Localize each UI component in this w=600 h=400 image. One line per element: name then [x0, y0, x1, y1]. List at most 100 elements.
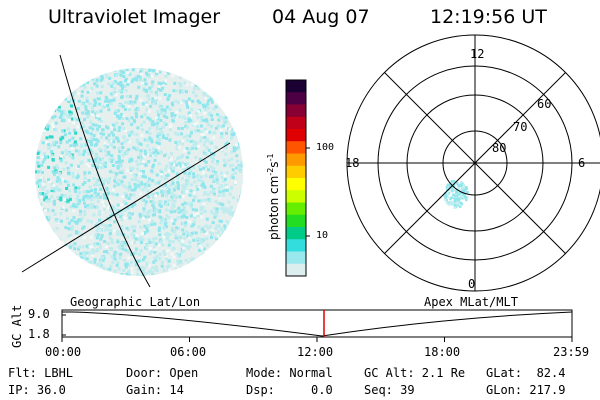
disk-pixel [74, 149, 78, 153]
disk-pixel [147, 183, 151, 187]
disk-pixel [235, 143, 238, 147]
disk-pixel [177, 156, 181, 160]
disk-pixel [92, 243, 96, 247]
color-bar [285, 79, 310, 277]
disk-pixel [240, 191, 243, 195]
disk-pixel [176, 115, 180, 119]
disk-pixel [180, 132, 183, 136]
disk-pixel [225, 131, 228, 135]
disk-pixel [202, 103, 205, 107]
disk-pixel [165, 164, 169, 168]
polar-pixel [445, 199, 448, 202]
disk-pixel [102, 180, 106, 184]
disk-pixel [77, 74, 80, 78]
disk-pixel [88, 164, 92, 168]
disk-pixel [76, 198, 80, 202]
disk-pixel [164, 233, 168, 237]
disk-pixel [186, 162, 190, 166]
disk-pixel [211, 262, 215, 266]
disk-pixel [129, 171, 133, 175]
disk-pixel [227, 237, 230, 241]
disk-pixel [143, 88, 147, 92]
disk-pixel [35, 170, 39, 174]
disk-pixel [40, 130, 44, 134]
disk-pixel [60, 151, 64, 155]
disk-pixel [61, 129, 65, 133]
disk-pixel [207, 95, 210, 99]
disk-pixel [63, 112, 67, 116]
disk-pixel [77, 70, 81, 74]
disk-pixel [197, 77, 201, 80]
polar-pixel [444, 192, 447, 195]
disk-pixel [168, 138, 172, 142]
disk-pixel [183, 186, 187, 190]
disk-pixel [101, 128, 105, 132]
disk-pixel [190, 131, 193, 135]
disk-pixel [108, 158, 112, 161]
disk-pixel [218, 190, 222, 194]
polar-pixel [452, 193, 455, 196]
disk-pixel [242, 110, 243, 113]
disk-pixel [215, 207, 219, 211]
disk-pixel [114, 93, 118, 97]
disk-pixel [161, 184, 165, 188]
disk-pixel [238, 132, 242, 135]
disk-pixel [148, 218, 151, 222]
disk-pixel [186, 202, 190, 206]
disk-pixel [181, 268, 185, 272]
disk-pixel [139, 157, 143, 161]
disk-pixel [241, 143, 243, 147]
disk-pixel [113, 184, 117, 188]
disk-pixel [89, 235, 93, 239]
disk-pixel [238, 69, 242, 73]
disk-pixel [120, 218, 124, 222]
disk-pixel [104, 153, 108, 157]
disk-pixel [44, 87, 48, 91]
disk-pixel [160, 175, 164, 179]
disk-pixel [228, 127, 232, 131]
disk-pixel [113, 128, 117, 132]
disk-pixel [182, 232, 186, 236]
disk-pixel [59, 188, 62, 192]
disk-pixel [220, 275, 224, 276]
disk-pixel [207, 72, 211, 76]
disk-pixel [176, 183, 180, 187]
disk-pixel [171, 103, 175, 107]
disk-pixel [48, 135, 52, 139]
disk-pixel [71, 69, 75, 73]
disk-pixel [226, 112, 230, 116]
disk-pixel [53, 259, 57, 263]
disk-pixel [85, 130, 89, 133]
disk-pixel [187, 119, 191, 123]
disk-pixel [171, 202, 175, 206]
disk-pixel [124, 265, 128, 269]
disk-pixel [207, 155, 211, 159]
disk-pixel [51, 122, 54, 126]
disk-pixel [183, 116, 187, 120]
disk-pixel [200, 175, 203, 179]
disk-pixel [101, 200, 105, 204]
disk-pixel [85, 270, 88, 274]
disk-pixel [239, 72, 243, 76]
disk-pixel [132, 236, 136, 240]
polar-pixel [447, 201, 451, 205]
disk-pixel [84, 143, 88, 147]
disk-pixel [203, 159, 207, 163]
disk-pixel [205, 243, 209, 247]
disk-pixel [171, 198, 174, 202]
disk-pixel [150, 223, 154, 226]
disk-pixel [59, 156, 63, 160]
disk-pixel [144, 203, 147, 207]
disk-pixel [214, 171, 217, 175]
disk-pixel [192, 166, 196, 170]
disk-pixel [215, 267, 219, 270]
disk-pixel [93, 103, 97, 107]
disk-pixel [121, 122, 125, 126]
disk-pixel [102, 266, 106, 270]
disk-pixel [207, 76, 211, 80]
disk-pixel [148, 117, 152, 121]
disk-pixel [216, 99, 220, 103]
disk-pixel [63, 180, 67, 183]
disk-pixel [93, 195, 96, 199]
disk-pixel [168, 128, 172, 132]
